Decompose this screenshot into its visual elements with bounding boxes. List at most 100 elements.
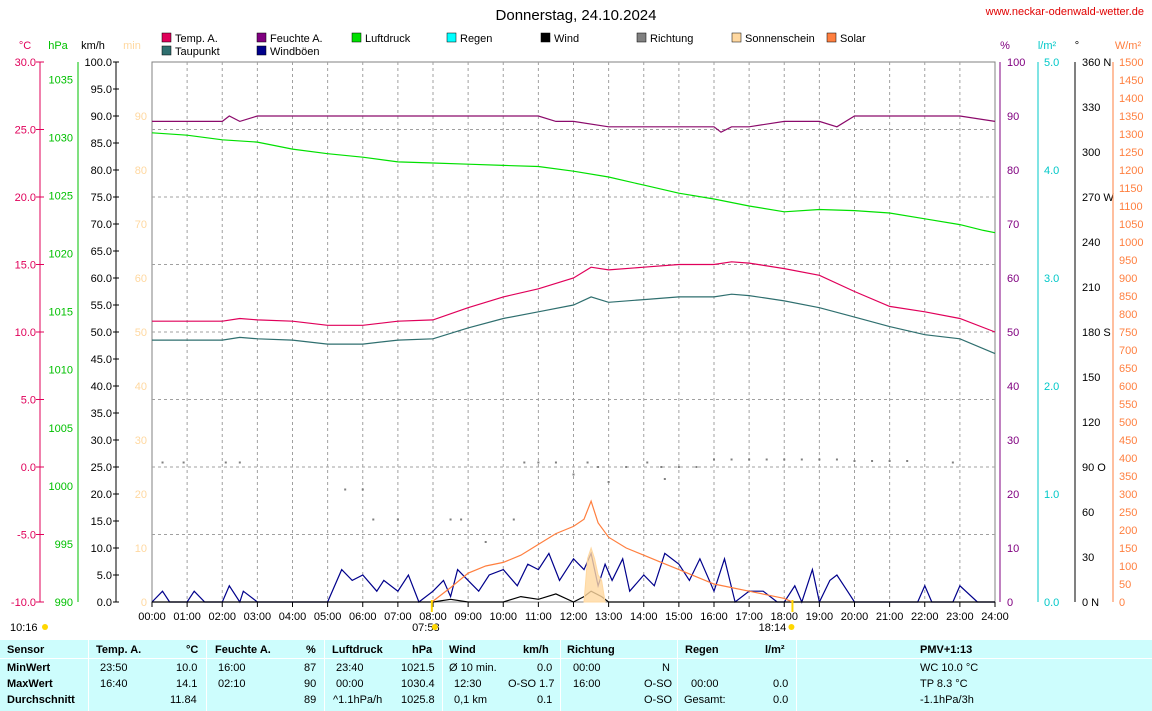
rain-axis-unit: l/m² <box>1038 40 1057 52</box>
legend-swatch <box>161 32 172 43</box>
press-trend: ^1.1hPa/h <box>333 694 383 706</box>
solar-tick: 750 <box>1119 327 1137 339</box>
statistics-table: Sensor Temp. A. °C Feuchte A. % Luftdruc… <box>0 640 1152 711</box>
markers: 10:16 07:58 18:14 <box>10 600 795 634</box>
max-dir-value: O-SO <box>644 678 673 690</box>
legend-swatch <box>351 32 362 43</box>
avg-wind-value: 0.1 <box>537 694 553 706</box>
wind-tick: 20.0 <box>91 489 112 501</box>
solar-tick: 1250 <box>1119 147 1143 159</box>
legend-swatch <box>731 32 742 43</box>
sun-tick: 60 <box>135 273 147 285</box>
legend-label: Luftdruck <box>365 33 411 45</box>
wind-tick: 85.0 <box>91 138 112 150</box>
wind-tick: 10.0 <box>91 543 112 555</box>
solar-axis-unit: W/m² <box>1115 40 1142 52</box>
direction-dot <box>646 461 649 464</box>
direction-dot <box>748 458 751 461</box>
x-tick: 15:00 <box>665 611 693 623</box>
direction-dot <box>695 466 698 468</box>
wind-tick: 70.0 <box>91 219 112 231</box>
press-3h-trend: -1.1hPa/3h <box>920 694 974 706</box>
direction-dot <box>951 461 954 464</box>
rain-tick: 2.0 <box>1044 381 1059 393</box>
rain-total-value: 0.0 <box>773 694 789 706</box>
rain-tick: 1.0 <box>1044 489 1059 501</box>
legend-swatch <box>256 32 267 43</box>
direction-dot <box>161 461 164 464</box>
site-link[interactable]: www.neckar-odenwald-wetter.de <box>985 6 1144 18</box>
direction-dot <box>597 466 600 468</box>
min-dir-time: 00:00 <box>573 662 601 674</box>
series-feuchte-a- <box>152 115 996 133</box>
humidity-tick: 50 <box>1007 327 1019 339</box>
x-tick: 19:00 <box>806 611 834 623</box>
temp-tick: 5.0 <box>21 395 36 407</box>
x-tick: 10:00 <box>489 611 517 623</box>
series-sonnenschein <box>583 546 606 603</box>
direction-tick: 330 <box>1082 102 1100 114</box>
series-luftdruck <box>151 132 996 234</box>
direction-dot <box>484 541 487 543</box>
axes: °C 30.0 25.0 20.0 15.0 10.0 5.0 0.0 -5.0 -10.0 hPa… <box>11 40 1144 623</box>
humidity-tick: 10 <box>1007 543 1019 555</box>
x-tick: 16:00 <box>700 611 728 623</box>
grid <box>151 61 996 603</box>
sun-tick: 40 <box>135 381 147 393</box>
x-tick: 21:00 <box>876 611 904 623</box>
direction-dot <box>344 488 347 491</box>
wind-tick: 35.0 <box>91 408 112 420</box>
wind-tick: 30.0 <box>91 435 112 447</box>
wind-tick: 0.0 <box>97 597 112 609</box>
solar-tick: 200 <box>1119 525 1137 537</box>
x-tick: 00:00 <box>138 611 166 623</box>
max-hum-time: 02:10 <box>218 678 246 690</box>
solar-tick: 300 <box>1119 489 1137 501</box>
legend-label: Richtung <box>650 33 693 45</box>
temp-tick: 30.0 <box>15 57 36 69</box>
sun-tick: 90 <box>135 111 147 123</box>
legend-swatch <box>256 45 267 56</box>
humidity-tick: 80 <box>1007 165 1019 177</box>
weather-chart: Donnerstag, 24.10.2024 www.neckar-odenwa… <box>10 6 1144 634</box>
pressure-tick: 1015 <box>49 307 73 319</box>
humidity-axis-unit: % <box>1000 40 1010 52</box>
temp-tick: 10.0 <box>15 327 36 339</box>
min-hum-time: 16:00 <box>218 662 246 674</box>
chart-title: Donnerstag, 24.10.2024 <box>496 7 657 24</box>
max-press-value: 1030.4 <box>401 678 435 690</box>
sun-tick: 20 <box>135 489 147 501</box>
direction-tick: 60 <box>1082 507 1094 519</box>
direction-dot <box>625 466 628 468</box>
pressure-tick: 1000 <box>49 481 73 493</box>
x-tick: 20:00 <box>841 611 869 623</box>
avg-dir-value: O-SO <box>644 694 673 706</box>
legend-label: Taupunkt <box>175 46 220 58</box>
x-tick: 06:00 <box>349 611 377 623</box>
direction-dot <box>182 461 185 464</box>
sunset-label: 18:14 <box>759 622 787 634</box>
row-label-max: MaxWert <box>7 678 53 690</box>
direction-tick: 360 N <box>1082 57 1111 69</box>
temp-axis-unit: °C <box>19 40 31 52</box>
temp-tick: 0.0 <box>21 462 36 474</box>
direction-dot <box>713 458 715 461</box>
min-temp-time: 23:50 <box>100 662 128 674</box>
rain-tick: 5.0 <box>1044 57 1059 69</box>
pressure-axis-unit: hPa <box>48 40 68 52</box>
humidity-tick: 60 <box>1007 273 1019 285</box>
pressure-tick: 1020 <box>49 249 73 261</box>
direction-dot <box>396 518 399 521</box>
max-wind-time: 12:30 <box>454 678 482 690</box>
wind-tick: 90.0 <box>91 111 112 123</box>
x-tick: 23:00 <box>946 611 974 623</box>
sun-tick: 80 <box>135 165 147 177</box>
solar-tick: 700 <box>1119 345 1137 357</box>
x-tick: 07:00 <box>384 611 412 623</box>
direction-dot <box>853 460 856 462</box>
solar-tick: 250 <box>1119 507 1137 519</box>
humidity-tick: 40 <box>1007 381 1019 393</box>
direction-dot <box>372 518 375 521</box>
solar-tick: 800 <box>1119 309 1137 321</box>
direction-tick: 180 S <box>1082 327 1111 339</box>
